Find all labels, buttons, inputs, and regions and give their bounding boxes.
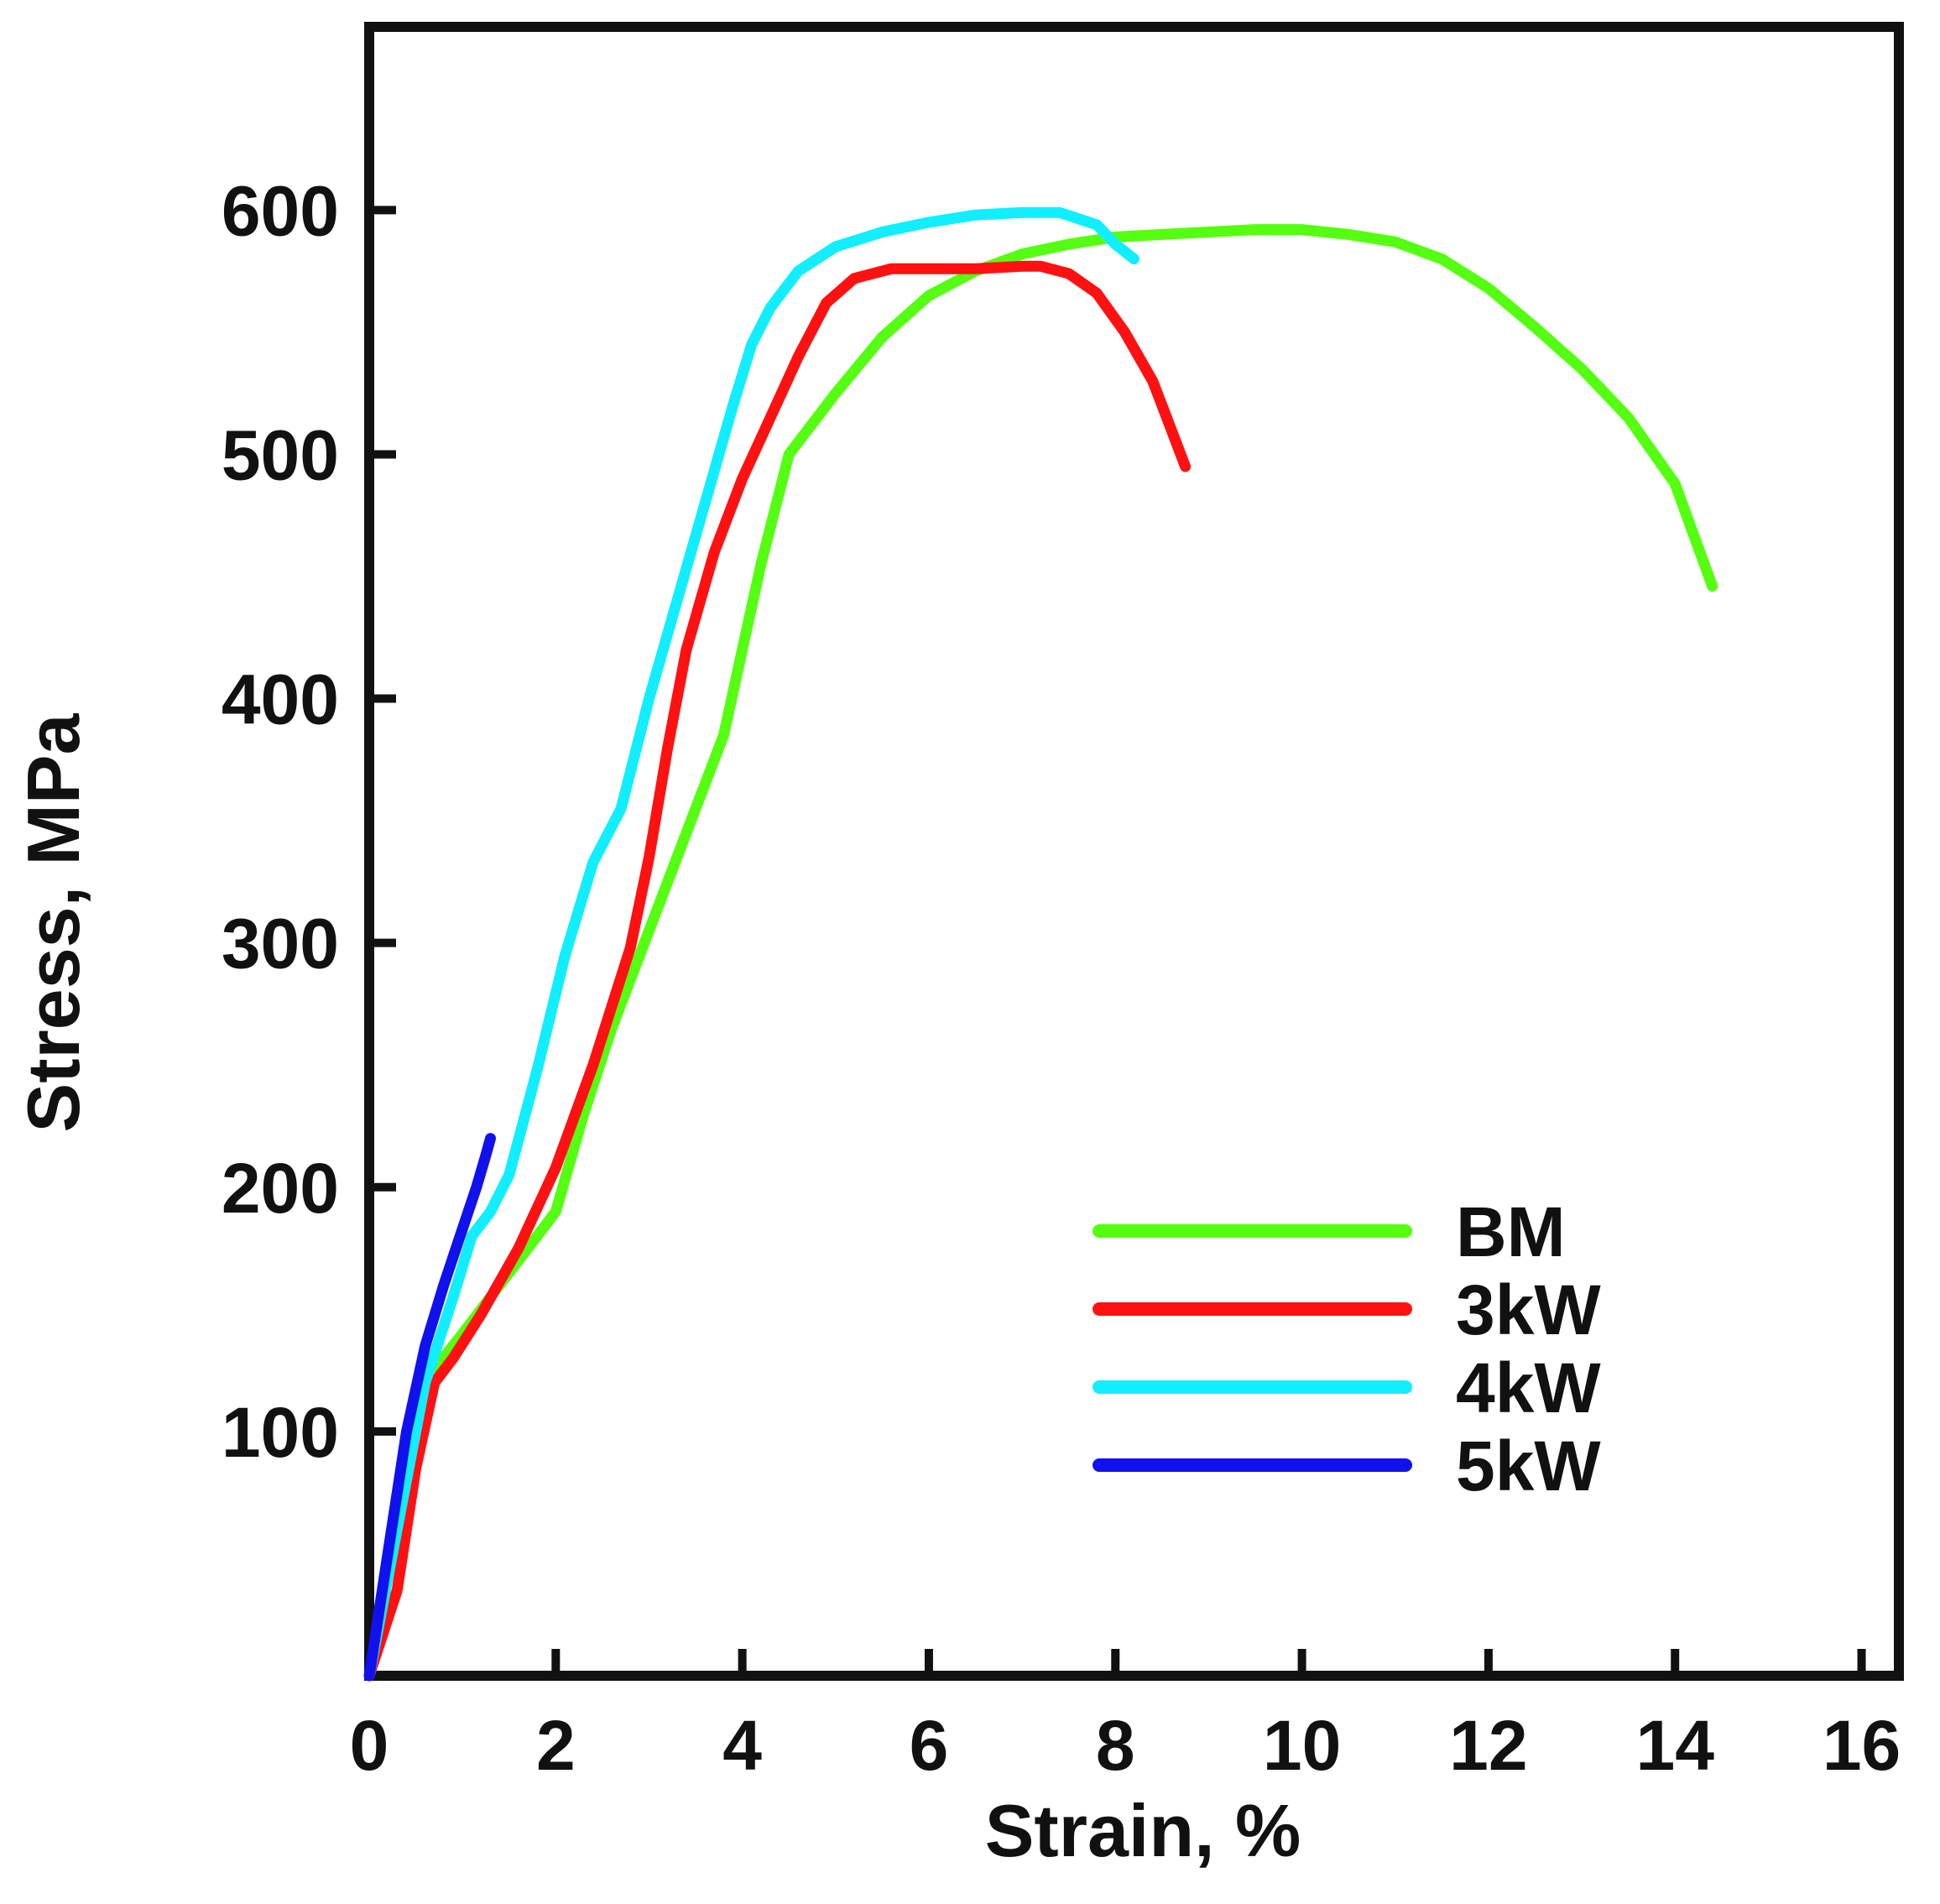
- series-line-5kw: [363, 1133, 496, 1682]
- y-tick-label: 100: [222, 1393, 339, 1472]
- x-tick-label: 6: [910, 1706, 949, 1785]
- y-axis-label: Stress, MPa: [12, 712, 95, 1132]
- series-lines: [363, 206, 1718, 1682]
- y-tick-label: 500: [222, 415, 339, 494]
- x-tick-label: 0: [350, 1706, 389, 1785]
- series-line-3kw: [363, 260, 1192, 1682]
- x-tick-label: 16: [1823, 1706, 1901, 1785]
- legend-label-5kw: 5kW: [1456, 1427, 1601, 1505]
- legend-label-4kw: 4kW: [1456, 1348, 1601, 1427]
- x-tick-label: 10: [1263, 1706, 1341, 1785]
- x-tick-label: 8: [1096, 1706, 1135, 1785]
- y-tick-label: 200: [222, 1149, 339, 1228]
- legend-label-bm: BM: [1456, 1192, 1566, 1271]
- x-tick-label: 4: [722, 1706, 762, 1785]
- x-tick-label: 14: [1636, 1706, 1715, 1785]
- plot-frame: [364, 22, 1904, 1681]
- y-tick-label: 300: [222, 905, 339, 983]
- x-axis-label: Strain, %: [985, 1789, 1301, 1872]
- y-axis-ticks: 100 200 300 400 500 600: [222, 171, 396, 1472]
- series-line-4kw: [363, 206, 1139, 1682]
- x-tick-label: 2: [536, 1706, 576, 1785]
- y-tick-label: 400: [222, 660, 339, 739]
- series-line-bm: [363, 224, 1718, 1682]
- legend-label-3kw: 3kW: [1456, 1270, 1601, 1349]
- y-tick-label: 600: [222, 171, 339, 250]
- x-tick-label: 12: [1449, 1706, 1527, 1785]
- x-axis-ticks: 0 2 4 6 8 10 12 14 16: [350, 1649, 1901, 1785]
